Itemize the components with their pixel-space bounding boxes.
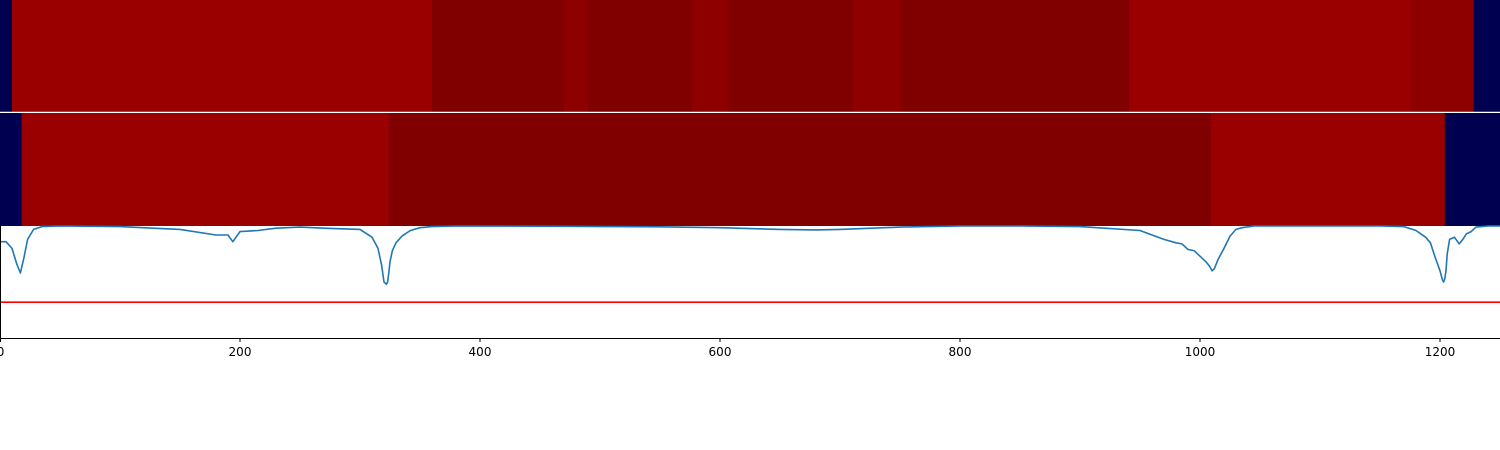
x-tick-label-0: 0 (0, 345, 4, 359)
heatmap-segment-7 (853, 0, 902, 112)
x-tick-label-400: 400 (469, 345, 492, 359)
signal-plot: 0 200 400 600 800 1000 1200 (0, 225, 1500, 359)
x-tick-label-600: 600 (709, 345, 732, 359)
heatmap-segment-5 (692, 0, 729, 112)
heatmap-segment-11 (1473, 0, 1500, 112)
x-tick-label-1200: 1200 (1425, 345, 1456, 359)
heatmap-segment-2 (432, 0, 565, 112)
heatmap-segment-1 (21, 113, 390, 226)
heatmap-segment-9 (1129, 0, 1411, 112)
x-tick-label-1000: 1000 (1185, 345, 1216, 359)
heatmap-segment-4 (1444, 113, 1500, 226)
heatmap-segment-4 (588, 0, 693, 112)
segmentation-track-1 (0, 0, 1500, 112)
heatmap-segment-0 (0, 113, 23, 226)
heatmap-segment-6 (728, 0, 854, 112)
x-tick-label-800: 800 (949, 345, 972, 359)
heatmap-segment-8 (901, 0, 1130, 112)
heatmap-segment-3 (1210, 113, 1446, 226)
plot-area-background (0, 226, 1500, 338)
signal-line (0, 225, 1500, 286)
heatmap-segment-1 (12, 0, 433, 112)
heatmap-segment-10 (1410, 0, 1475, 112)
heatmap-segment-0 (0, 0, 13, 112)
heatmap-segment-2 (388, 113, 1212, 226)
x-axis: 0 200 400 600 800 1000 1200 (0, 338, 1455, 359)
x-tick-label-200: 200 (229, 345, 252, 359)
series-layer (0, 225, 1500, 304)
segmentation-track-2 (0, 113, 1500, 226)
heatmap-segment-3 (564, 0, 589, 112)
